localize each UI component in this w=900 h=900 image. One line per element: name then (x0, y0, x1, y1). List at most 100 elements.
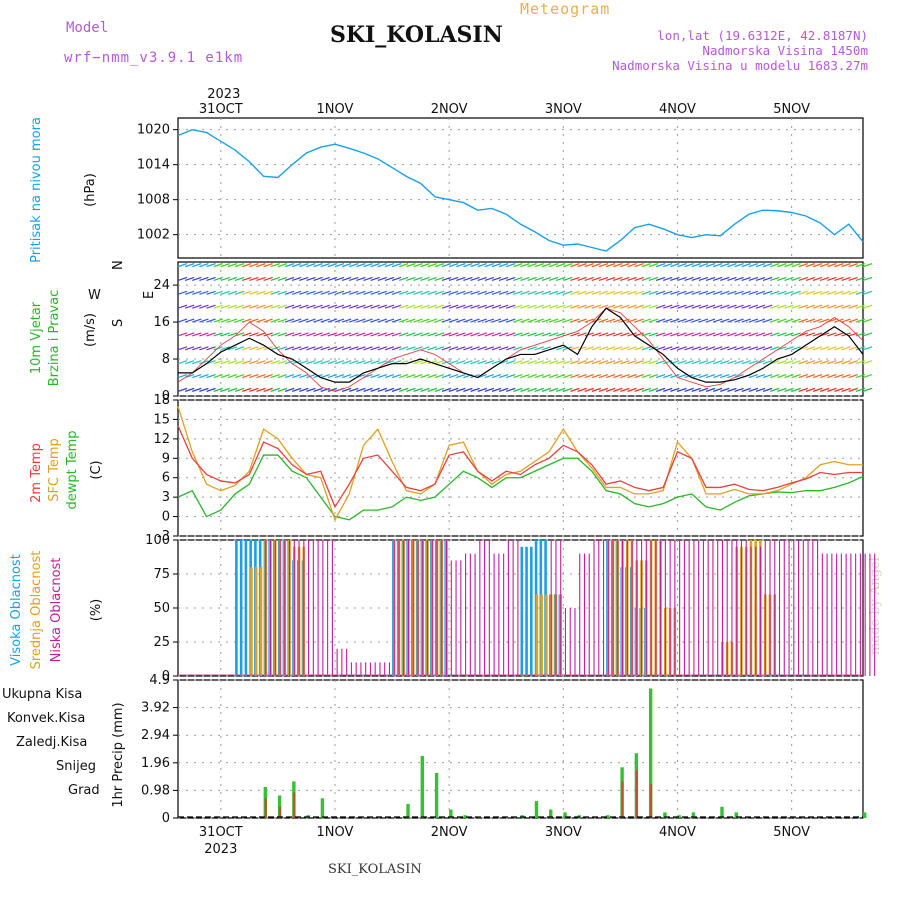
wind-barb (527, 332, 537, 337)
wind-barb (862, 373, 873, 379)
wind-barb (270, 318, 280, 323)
wind-barb (812, 332, 823, 337)
wind-barb (748, 360, 759, 365)
wind-barb (620, 332, 630, 337)
wind-barb (299, 304, 309, 309)
wind-barb (648, 276, 659, 282)
wind-barb (855, 346, 866, 351)
precip-legend-2: Zaledj.Kisa (16, 735, 87, 750)
wind-barb (848, 318, 858, 323)
wind-barb (234, 276, 245, 282)
cloud-bar-2 (393, 540, 395, 676)
wind-barb (341, 276, 352, 282)
cloud-bar-2 (731, 540, 733, 676)
wind-barb (184, 360, 195, 365)
wind-barb (691, 304, 701, 309)
wind-barb (777, 360, 787, 365)
wind-barb (841, 263, 851, 268)
ytick-label-temperature-0: -3 (157, 529, 170, 544)
wind-barb (199, 373, 209, 379)
wind-barb (406, 290, 416, 295)
wind-barb (434, 346, 445, 351)
wind-barb (684, 276, 694, 282)
wind-barb (463, 360, 473, 365)
wind-barb (755, 373, 766, 379)
wind-barb (784, 360, 794, 365)
wind-barb (256, 387, 266, 392)
wind-barb (470, 360, 480, 365)
wind-barb (548, 360, 559, 365)
wind-barb (734, 276, 744, 282)
wind-barb (620, 373, 630, 379)
wind-barb (399, 304, 409, 309)
wind-barb (341, 304, 352, 309)
wind-barb (712, 346, 723, 351)
wind-barb (634, 387, 644, 392)
wind-barb (762, 387, 773, 392)
wind-barb (798, 290, 808, 295)
cloud-bar-2 (498, 553, 500, 676)
wind-barb (598, 276, 609, 282)
wind-barb (270, 360, 280, 365)
wind-barb (270, 290, 280, 295)
wind-barb (698, 304, 709, 309)
wind-barb (470, 304, 480, 309)
wind-barb (284, 332, 295, 337)
wind-barb (527, 304, 537, 309)
cloud-bar-2 (598, 540, 600, 676)
wind-barb (377, 304, 387, 309)
wind-barb (377, 373, 387, 379)
wind-barb (327, 276, 338, 282)
wind-barb (641, 387, 651, 392)
wind-barb (413, 263, 423, 268)
wind-barb (563, 318, 573, 323)
wind-barb (555, 263, 566, 268)
wind-barb (777, 276, 787, 282)
wind-barb (598, 346, 609, 351)
wind-barb (634, 276, 644, 282)
precip-bar-0 (691, 812, 696, 818)
wind-barb (184, 346, 195, 351)
wind-barb (399, 263, 409, 268)
wind-barb (641, 263, 651, 268)
wind-barb (277, 304, 288, 309)
wind-barb (520, 318, 530, 323)
wind-barb (506, 346, 516, 351)
wind-barb (684, 318, 694, 323)
wind-barb (327, 263, 338, 268)
wind-barb (356, 360, 366, 365)
cloud-bar-2 (507, 540, 509, 676)
wind-barb (313, 332, 323, 337)
wind-barb (598, 360, 609, 365)
wind-barb (363, 304, 373, 309)
wind-barb (206, 263, 216, 268)
wind-barb (406, 387, 416, 392)
wind-barb (705, 276, 716, 282)
wind-barb (720, 276, 730, 282)
wind-barb (698, 263, 709, 268)
ytick-label-pressure-2: 1014 (137, 158, 170, 173)
wind-barb (413, 360, 423, 365)
wind-barb (384, 346, 395, 351)
wind-barb (770, 290, 780, 295)
wind-barb (720, 290, 730, 295)
wind-barb (349, 373, 359, 379)
cloud-bar-2 (612, 540, 614, 676)
wind-barb (334, 276, 345, 282)
wind-barb (534, 373, 544, 379)
wind-barb (698, 346, 709, 351)
wind-barb (213, 318, 223, 323)
ytick-label-wind-0: 0 (162, 389, 170, 404)
wind-barb (177, 304, 188, 309)
wind-barb (234, 263, 245, 268)
cloud-bar-2 (764, 540, 766, 676)
wind-barb (827, 387, 837, 392)
wind-barb (192, 263, 202, 268)
bottom-date-label-3: 3NOV (545, 825, 582, 840)
wind-barb (684, 360, 694, 365)
cloud-bar-2 (664, 540, 666, 676)
wind-barb (463, 304, 473, 309)
wind-barb (477, 290, 487, 295)
wind-barb (784, 263, 794, 268)
wind-barb (862, 263, 873, 268)
